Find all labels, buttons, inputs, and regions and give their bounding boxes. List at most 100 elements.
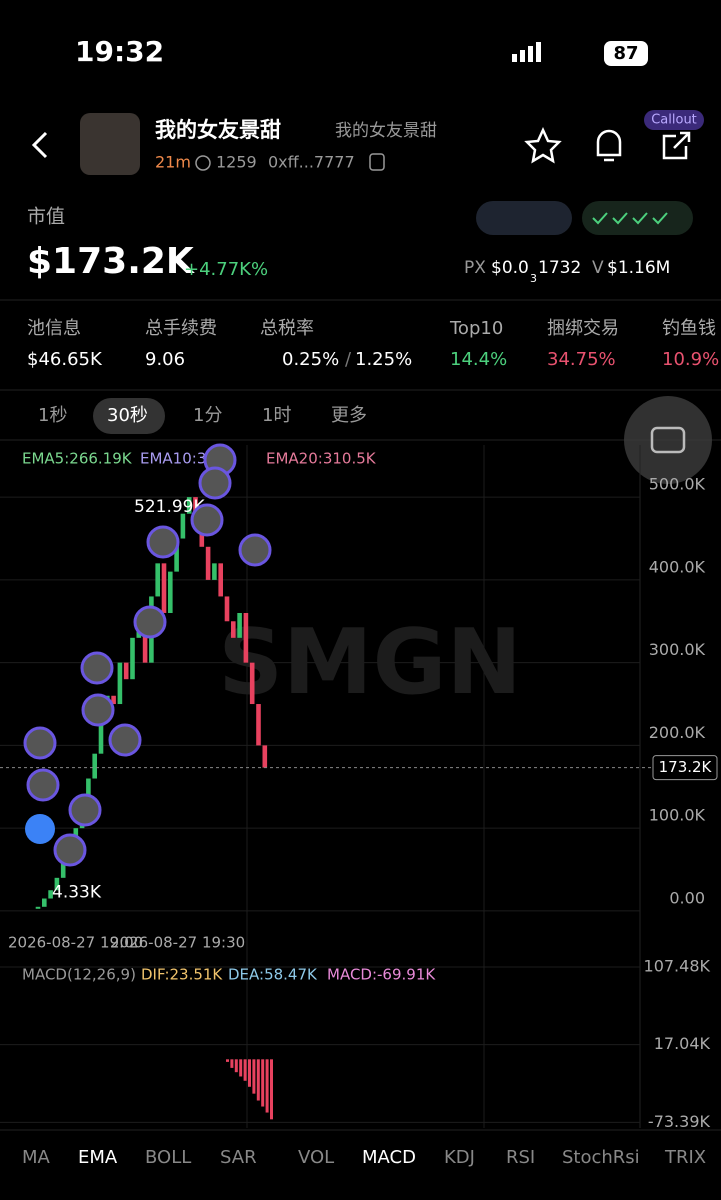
- callout[interactable]: Callout: [651, 113, 697, 128]
- macd-bar: [265, 1059, 269, 1113]
- macd-bar: [239, 1059, 243, 1077]
- wallet-button[interactable]: [624, 396, 712, 484]
- active-interval-bg: [93, 398, 165, 434]
- favorite-button[interactable]: [524, 126, 562, 164]
- y-tick-label: 100.0K: [649, 806, 706, 825]
- interval-tab[interactable]: 1分: [193, 405, 222, 426]
- y-tick-label: 400.0K: [649, 557, 706, 576]
- indicator-tab[interactable]: EMA: [78, 1147, 118, 1168]
- macd-legend: MACD:-69.91K: [327, 966, 436, 984]
- stat-label: 池信息: [27, 318, 81, 339]
- indicator-tab[interactable]: SAR: [220, 1147, 257, 1168]
- candle: [42, 898, 47, 907]
- stat-label: 捆绑交易: [547, 318, 619, 339]
- macd-bar: [234, 1059, 238, 1073]
- candle: [212, 563, 217, 580]
- ema-legend: EMA5:266.19K: [22, 450, 133, 468]
- candle: [224, 596, 230, 622]
- callout-pill[interactable]: [644, 110, 704, 130]
- y-tick-label: 17.04K: [654, 1034, 711, 1053]
- ema-legend: EMA20:310.5K: [266, 450, 377, 468]
- px-prefix: $0.0: [491, 258, 529, 278]
- candle: [60, 861, 66, 878]
- stat-value: 10.9%: [662, 349, 719, 370]
- ema-legend: EMA10:3: [140, 450, 206, 468]
- stat-label: 总手续费: [145, 318, 217, 339]
- back-button[interactable]: [31, 131, 48, 159]
- check-pill[interactable]: [582, 201, 693, 235]
- macd-bar: [243, 1059, 247, 1081]
- px-zeros: 3: [530, 272, 537, 285]
- share-button[interactable]: [662, 131, 691, 160]
- candle: [86, 778, 91, 804]
- px-label: PX: [464, 258, 486, 278]
- indicator-tab[interactable]: BOLL: [145, 1147, 191, 1168]
- indicator-tab[interactable]: KDJ: [444, 1147, 475, 1168]
- stat-value: 34.75%: [547, 349, 616, 370]
- interval-tab[interactable]: 30秒: [107, 405, 148, 426]
- y-tick-label: -73.39K: [648, 1112, 711, 1131]
- macd-legend: DIF:23.51K: [141, 966, 223, 984]
- indicator-tab[interactable]: MACD: [362, 1147, 416, 1168]
- candle: [48, 890, 53, 899]
- max-label: 521.99K: [134, 497, 205, 517]
- y-tick-label: 0.00: [669, 888, 705, 907]
- alert-button[interactable]: [596, 129, 622, 162]
- candle: [130, 637, 135, 680]
- px-digits: 1732: [538, 258, 581, 278]
- candle: [186, 497, 192, 514]
- candle: [35, 906, 41, 909]
- x-tick-label: 2026-08-27 19:30: [110, 934, 245, 952]
- candle: [180, 513, 186, 539]
- candle: [161, 563, 167, 613]
- indicator-tab[interactable]: StochRsi: [562, 1147, 640, 1168]
- indicator-tab[interactable]: VOL: [298, 1147, 334, 1168]
- stat-label: 钓鱼钱: [662, 318, 716, 339]
- candle: [142, 621, 148, 663]
- candle: [111, 695, 116, 705]
- candle: [243, 613, 249, 663]
- candle: [262, 745, 268, 768]
- battery-level: 87: [613, 43, 638, 64]
- avatar[interactable]: [80, 113, 140, 175]
- interval-tab[interactable]: 更多: [331, 405, 367, 426]
- macd-bar: [248, 1059, 251, 1087]
- indicator-tab[interactable]: MA: [22, 1147, 51, 1168]
- battery: [604, 41, 648, 66]
- macd-bar: [252, 1059, 256, 1094]
- macd-bar: [261, 1059, 265, 1107]
- macd-bar: [230, 1059, 234, 1068]
- copy-icon[interactable]: [369, 153, 385, 171]
- stat-value: 0.25%: [282, 349, 339, 370]
- market-change: +4.77K%: [184, 259, 268, 280]
- stat-value: 14.4%: [450, 349, 507, 370]
- stat-value: 9.06: [145, 349, 185, 370]
- views-icon: [195, 155, 211, 171]
- candle: [168, 571, 173, 613]
- signal: [512, 42, 541, 62]
- candle: [249, 662, 255, 705]
- checks: [592, 212, 668, 225]
- macd-bar: [226, 1059, 229, 1062]
- creator-marker: [25, 814, 55, 844]
- min-label: 4.33K: [52, 882, 102, 902]
- current-price: 173.2K: [659, 758, 713, 776]
- trader-avatars: [23, 443, 272, 867]
- volume-label: V: [592, 258, 604, 278]
- token-alias: 我的女友景甜: [335, 121, 437, 141]
- address[interactable]: 0xff...7777: [268, 153, 355, 172]
- indicator-tab[interactable]: RSI: [506, 1147, 535, 1168]
- interval-tab[interactable]: 1时: [262, 405, 291, 426]
- macd-bar: [256, 1059, 260, 1101]
- interval-tab[interactable]: 1秒: [38, 405, 67, 426]
- volume: $1.16M: [607, 258, 670, 278]
- stat-label: Top10: [449, 318, 503, 339]
- indicator-tab[interactable]: TRIX: [664, 1147, 706, 1168]
- token-age: 21m: [155, 153, 191, 172]
- stat-separator: /: [345, 349, 352, 370]
- tool-pill[interactable]: [476, 201, 572, 235]
- macd-bar: [270, 1059, 273, 1120]
